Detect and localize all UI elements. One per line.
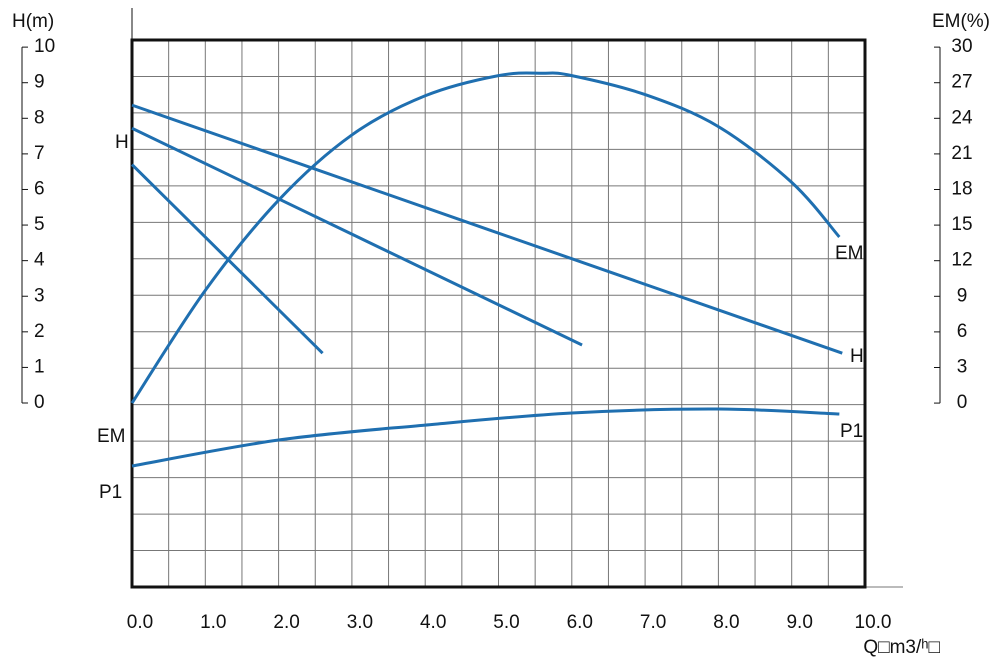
curve xyxy=(131,126,583,347)
x-tick-label: 9.0 xyxy=(786,612,812,633)
curve-label: H xyxy=(115,132,129,153)
curve-label: EM xyxy=(835,243,864,264)
y2-tick-label: 9 xyxy=(957,285,968,306)
x-tick-label: 6.0 xyxy=(567,612,593,633)
x-tick-label: 0.0 xyxy=(127,612,153,633)
x-tick-label: 2.0 xyxy=(273,612,299,633)
y2-tick-label: 0 xyxy=(957,392,968,413)
curve xyxy=(130,71,841,404)
y-tick-label: 6 xyxy=(34,178,45,199)
y2-tick-label: 30 xyxy=(951,36,972,57)
curve-label: P1 xyxy=(99,482,122,503)
y-tick-label: 0 xyxy=(34,392,45,413)
y-tick-label: 9 xyxy=(34,72,45,93)
y2-tick-label: 15 xyxy=(951,214,972,235)
x-tick-label: 7.0 xyxy=(640,612,666,633)
curve-label: P1 xyxy=(840,421,863,442)
y-tick-label: 7 xyxy=(34,143,45,164)
x-tick-label: 5.0 xyxy=(493,612,519,633)
y2-axis-label: EM(%) xyxy=(932,11,990,32)
plot-frame xyxy=(130,38,867,589)
y-tick-label: 10 xyxy=(34,36,55,57)
curve-label: EM xyxy=(97,426,126,447)
x-tick-label: 10.0 xyxy=(855,612,892,633)
y2-tick-label: 6 xyxy=(957,321,968,342)
x-axis-label: Q□m3/ʰ□ xyxy=(863,637,940,658)
y2-tick-label: 21 xyxy=(951,143,972,164)
y-tick-label: 3 xyxy=(34,285,45,306)
y-tick-label: 8 xyxy=(34,107,45,128)
y2-tick-label: 12 xyxy=(951,250,972,271)
y-tick-label: 4 xyxy=(34,250,45,271)
x-tick-label: 1.0 xyxy=(200,612,226,633)
y2-tick-label: 27 xyxy=(951,72,972,93)
x-tick-label: 8.0 xyxy=(713,612,739,633)
y-tick-label: 5 xyxy=(34,214,45,235)
x-tick-label: 3.0 xyxy=(347,612,373,633)
x-tick-label: 4.0 xyxy=(420,612,446,633)
y-tick-label: 1 xyxy=(34,356,45,377)
curve xyxy=(131,103,843,355)
curve xyxy=(131,407,840,468)
curve-label: H xyxy=(850,346,864,367)
y-tick-label: 2 xyxy=(34,321,45,342)
y2-tick-label: 18 xyxy=(951,179,972,200)
y2-tick-label: 3 xyxy=(957,357,968,378)
y2-tick-label: 24 xyxy=(951,107,973,128)
y-axis-label: H(m) xyxy=(12,11,54,32)
